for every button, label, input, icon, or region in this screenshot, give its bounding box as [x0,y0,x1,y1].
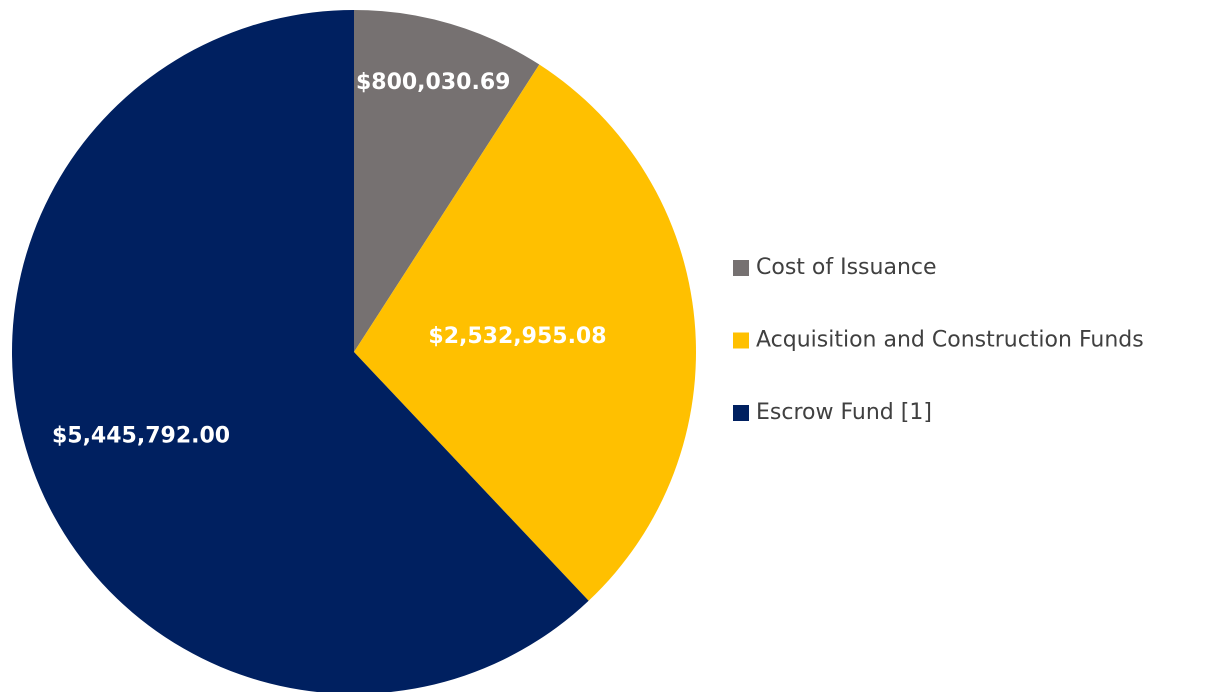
pie-slice [12,10,589,692]
value-label: $5,445,792.00 [52,424,230,449]
pie-slice [354,10,540,352]
legend-swatch [733,260,749,276]
legend-swatch [733,332,749,349]
value-label: $800,030.69 [356,70,510,95]
pie-slice [354,64,696,601]
legend-label: Escrow Fund [1] [756,400,932,425]
legend-label: Cost of Issuance [756,255,937,280]
legend-swatch [733,405,749,421]
value-label: $2,532,955.08 [428,324,606,349]
legend-label: Acquisition and Construction Funds [756,328,1144,353]
